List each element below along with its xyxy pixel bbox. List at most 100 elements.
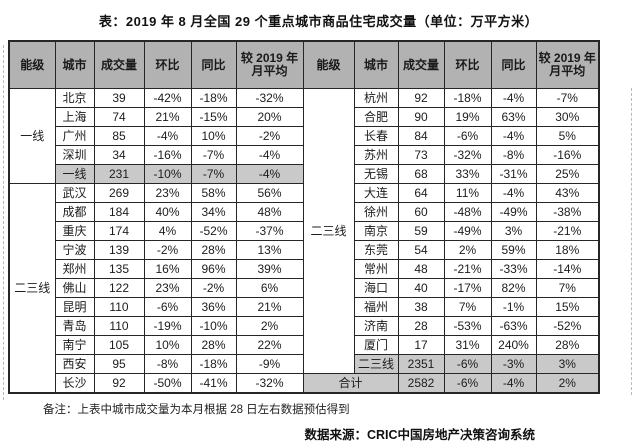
data-table: 能级 城市 成交量 环比 同比较 2019 年月平均 能级 城市 成交量 环比 同比较 2019 … [8, 40, 600, 394]
city-cell: 无锡 [353, 164, 399, 184]
footnote: 备注：上表中城市成交量为本月根据 28 日左右数据预估得到 [43, 404, 350, 416]
value-cell: 18% [535, 240, 600, 260]
table-row: 郑州 135 16% 96% 39% 常州 48 -21% -33% -14% [9, 259, 600, 279]
value-cell: 139 [93, 240, 145, 260]
value-cell: -14% [535, 259, 600, 279]
value-cell: 2351 [397, 354, 445, 374]
value-cell: 40 [397, 278, 445, 298]
value-cell: 36% [190, 297, 237, 317]
table-row: 深圳 34 -16% -7% -4% 苏州 73 -32% -8% -16% [9, 145, 600, 165]
value-cell: -33% [490, 259, 537, 279]
city-cell: 常州 [353, 259, 399, 279]
table-row: 二三线 武汉 269 23% 58% 56% 大连 64 11% -4% 43% [8, 183, 600, 394]
value-cell: -49% [443, 221, 492, 241]
value-cell: 64 [397, 183, 445, 203]
city-cell: 南宁 [54, 335, 95, 355]
value-cell: -7% [190, 145, 237, 165]
value-cell: -9% [235, 354, 304, 374]
value-cell: -4% [235, 145, 304, 165]
table-row: 青岛 110 -19% -10% 2% 济南 28 -53% -63% -52% [9, 316, 600, 336]
value-cell: 40% [143, 202, 192, 222]
city-cell: 福州 [353, 297, 399, 317]
value-cell: 96% [190, 259, 237, 279]
value-cell: 54 [397, 240, 445, 260]
city-cell: 徐州 [353, 202, 399, 222]
value-cell: 58% [190, 183, 237, 203]
value-cell: -2% [143, 240, 192, 260]
value-cell: -41% [190, 373, 237, 394]
table-row: 上海 74 21% -15% 20% 合肥 90 19% 63% 30% [9, 107, 600, 127]
value-cell: -6% [143, 297, 192, 317]
city-cell: 郑州 [54, 259, 95, 279]
value-cell: 2% [443, 240, 492, 260]
column-header: 同比 [190, 40, 237, 89]
column-header: 成交量 [93, 40, 145, 89]
data-source: 数据来源：CRIC中国房地产决策咨询系统 [304, 428, 535, 442]
value-cell: 2% [535, 373, 600, 394]
value-cell: 23% [143, 278, 192, 298]
city-cell: 杭州 [353, 88, 399, 108]
table-row: 成都 184 40% 34% 48% 徐州 60 -48% -49% -38% [9, 202, 600, 222]
value-cell: 3% [490, 221, 537, 241]
value-cell: 23% [143, 183, 192, 203]
value-cell: -50% [143, 373, 192, 394]
tier-cell: 二三线 [8, 183, 56, 394]
value-cell: -6% [443, 126, 492, 146]
value-cell: -15% [190, 107, 237, 127]
city-cell: 西安 [54, 354, 95, 374]
city-cell: 重庆 [54, 221, 95, 241]
value-cell: -53% [443, 316, 492, 336]
value-cell: -2% [235, 126, 304, 146]
value-cell: -8% [143, 354, 192, 374]
value-cell: -4% [143, 126, 192, 146]
value-cell: 110 [93, 316, 145, 336]
value-cell: 122 [93, 278, 145, 298]
column-header: 能级 [8, 40, 56, 89]
value-cell: 110 [93, 297, 145, 317]
column-header: 同比 [490, 40, 537, 89]
table-container: 能级 城市 成交量 环比 同比较 2019 年月平均 能级 城市 成交量 环比 同比较 2019 … [8, 40, 637, 394]
table-row: 西安 95 -8% -18% -9% 二三线 2351 -6% -3% 3% [9, 354, 600, 374]
total-cell: 合计 [302, 373, 399, 394]
value-cell: -38% [535, 202, 600, 222]
table-row: 长沙 92 -50% -41% -32% 合计 2582 -6% -4% 2% [9, 373, 600, 394]
value-cell: 34 [93, 145, 145, 165]
value-cell: 17 [397, 335, 445, 355]
value-cell: 43% [535, 183, 600, 203]
value-cell: -52% [535, 316, 600, 336]
value-cell: -1% [490, 297, 537, 317]
value-cell: 95 [93, 354, 145, 374]
value-cell: 240% [490, 335, 537, 355]
value-cell: 10% [190, 126, 237, 146]
value-cell: 63% [490, 107, 537, 127]
summary-label-cell: 二三线 [353, 354, 399, 374]
value-cell: -4% [490, 126, 537, 146]
value-cell: 34% [190, 202, 237, 222]
column-header: 环比 [443, 40, 492, 89]
value-cell: 28% [190, 240, 237, 260]
value-cell: 92 [93, 373, 145, 394]
city-cell: 海口 [353, 278, 399, 298]
value-cell: -7% [190, 164, 237, 184]
column-header: 成交量 [397, 40, 445, 89]
value-cell: 38 [397, 297, 445, 317]
left-crop-mark [3, 45, 4, 400]
value-cell: 13% [235, 240, 304, 260]
value-cell: -10% [143, 164, 192, 184]
value-cell: 19% [443, 107, 492, 127]
city-cell: 武汉 [54, 183, 95, 203]
city-cell: 宁波 [54, 240, 95, 260]
value-cell: -49% [490, 202, 537, 222]
table-row: 昆明 110 -6% 36% 21% 福州 38 7% -1% 15% [9, 297, 600, 317]
value-cell: 59 [397, 221, 445, 241]
value-cell: 74 [93, 107, 145, 127]
column-header: 环比 [143, 40, 192, 89]
tier-cell: 二三线 [302, 88, 355, 374]
value-cell: 39 [93, 88, 145, 108]
table-row: 佛山 122 23% -2% 6% 海口 40 -17% 82% 7% [9, 278, 600, 298]
value-cell: -18% [190, 88, 237, 108]
value-cell: 33% [443, 164, 492, 184]
value-cell: -8% [490, 145, 537, 165]
city-cell: 厦门 [353, 335, 399, 355]
value-cell: 92 [397, 88, 445, 108]
